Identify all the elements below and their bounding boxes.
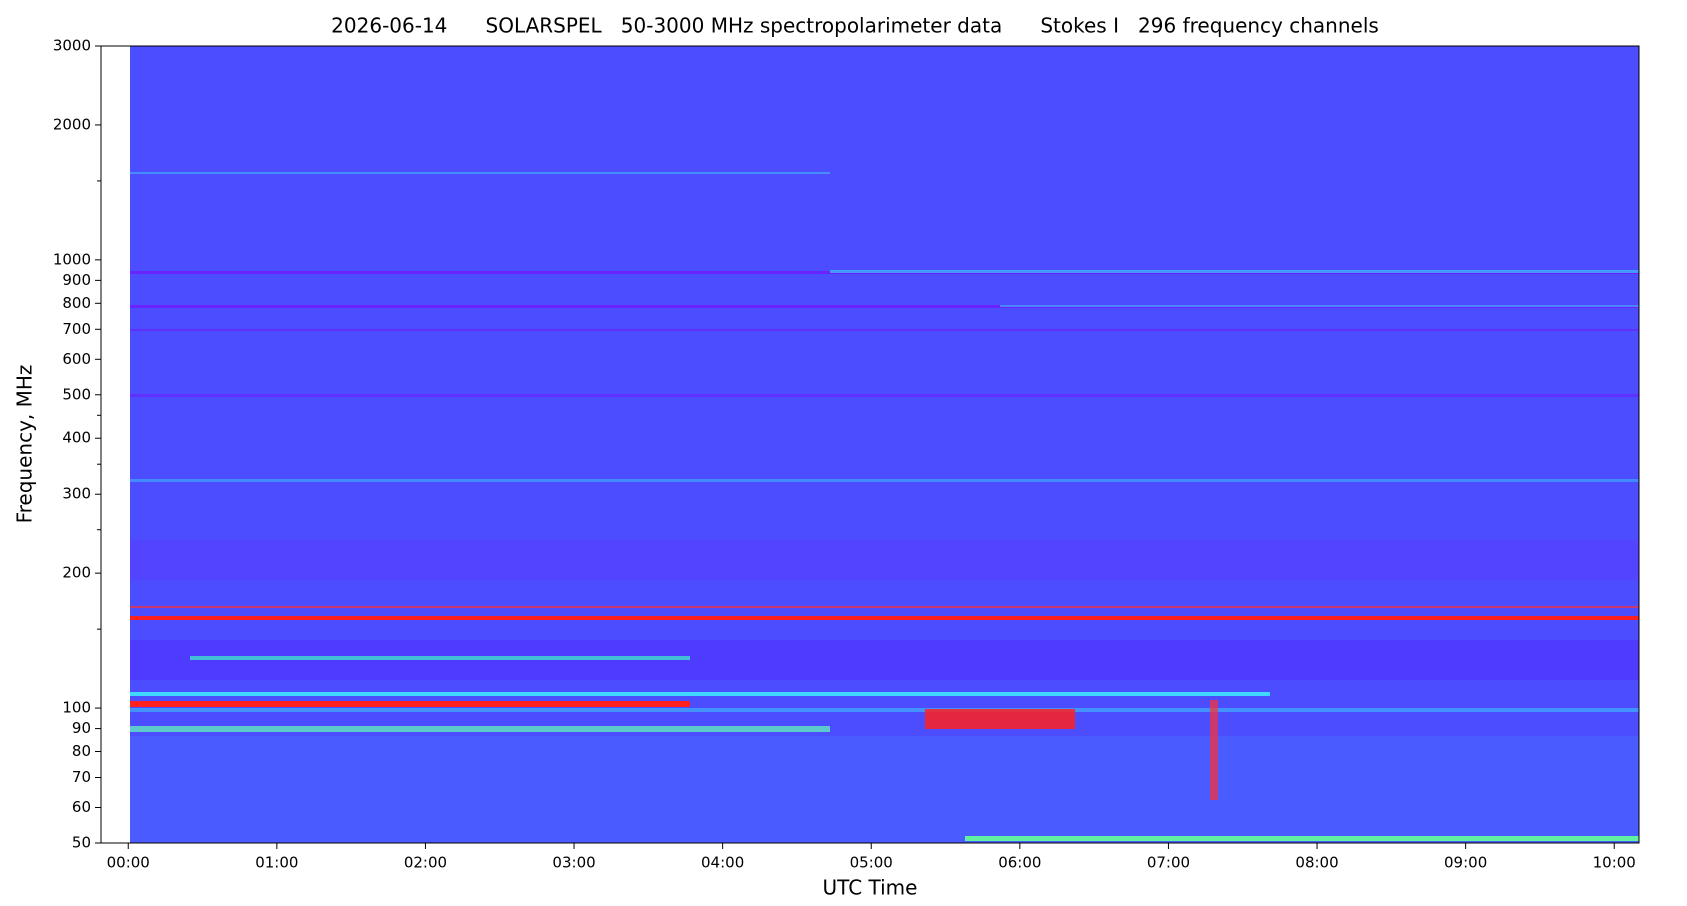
spectrogram-background <box>130 46 1639 843</box>
chart-title: 2026-06-14 SOLARSPEL 50-3000 MHz spectro… <box>331 14 1379 38</box>
band <box>130 479 1639 482</box>
band <box>130 701 690 707</box>
y-tick-label: 80 <box>72 742 91 760</box>
y-tick-label: 600 <box>62 350 91 368</box>
band <box>1210 700 1218 800</box>
band <box>130 329 1639 331</box>
y-tick-label: 90 <box>72 719 91 737</box>
band <box>130 172 830 174</box>
x-axis-label: UTC Time <box>823 876 918 900</box>
y-tick-label: 700 <box>62 320 91 338</box>
band <box>130 606 1639 608</box>
y-tick-label: 100 <box>62 699 91 717</box>
band <box>965 836 1639 841</box>
y-tick-label: 200 <box>62 564 91 582</box>
y-tick-label: 1000 <box>53 250 91 268</box>
y-tick-label: 300 <box>62 485 91 503</box>
x-tick-label: 07:00 <box>1147 854 1190 872</box>
x-tick-label: 10:00 <box>1593 854 1636 872</box>
y-tick-label: 50 <box>72 834 91 852</box>
band <box>130 616 1639 620</box>
y-axis-label: Frequency, MHz <box>13 365 37 524</box>
x-tick-label: 05:00 <box>850 854 893 872</box>
x-tick-label: 01:00 <box>255 854 298 872</box>
band <box>130 708 1639 712</box>
band <box>925 709 1075 729</box>
y-tick-label: 3000 <box>53 37 91 55</box>
x-tick-label: 02:00 <box>404 854 447 872</box>
band <box>1000 305 1639 307</box>
x-tick-label: 03:00 <box>552 854 595 872</box>
band <box>830 270 1639 273</box>
band <box>130 540 1639 580</box>
y-tick-label: 800 <box>62 294 91 312</box>
plot-frame <box>100 45 1640 844</box>
x-tick-label: 09:00 <box>1444 854 1487 872</box>
band <box>130 726 830 732</box>
spectrogram <box>130 46 1639 843</box>
band <box>190 656 690 660</box>
x-tick-label: 08:00 <box>1295 854 1338 872</box>
x-tick-label: 04:00 <box>701 854 744 872</box>
y-tick-label: 2000 <box>53 115 91 133</box>
y-tick-label: 70 <box>72 768 91 786</box>
band <box>130 736 1639 843</box>
band <box>130 692 1270 696</box>
y-tick-label: 900 <box>62 271 91 289</box>
y-tick-label: 400 <box>62 429 91 447</box>
x-tick-label: 06:00 <box>998 854 1041 872</box>
y-tick-label: 60 <box>72 798 91 816</box>
band <box>130 394 1639 397</box>
y-tick-label: 500 <box>62 385 91 403</box>
x-tick-label: 00:00 <box>107 854 150 872</box>
band <box>130 305 1639 308</box>
